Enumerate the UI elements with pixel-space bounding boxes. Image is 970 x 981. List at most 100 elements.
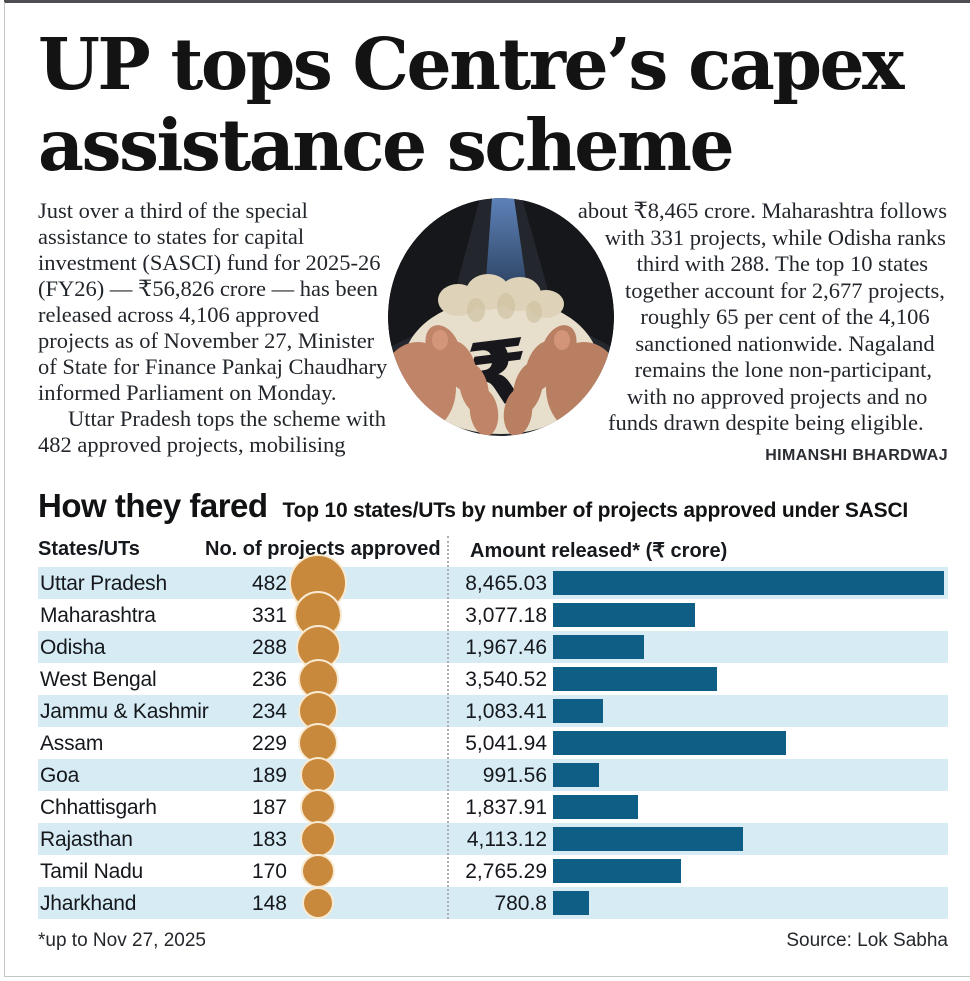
- projects-count: 170: [251, 860, 287, 883]
- table-row: Uttar Pradesh 482 8,465.03: [38, 554, 948, 612]
- amount-bar-track: [553, 667, 944, 691]
- projects-count: 189: [251, 764, 287, 787]
- projects-count: 229: [251, 732, 287, 755]
- chart-subtitle: Top 10 states/UTs by number of projects …: [282, 499, 909, 522]
- footnote: *up to Nov 27, 2025: [38, 930, 206, 951]
- amount-released: 1,837.91: [465, 796, 547, 819]
- state-name: Jammu & Kashmir: [40, 700, 209, 723]
- table-row: West Bengal 236 3,540.52: [38, 658, 948, 700]
- amount-bar-track: [553, 731, 944, 755]
- amount-released: 8,465.03: [465, 572, 547, 595]
- projects-bubble: [300, 757, 336, 793]
- projects-count: 288: [251, 636, 287, 659]
- amount-bar: [553, 731, 786, 755]
- amount-bar: [553, 763, 599, 787]
- amount-bar-track: [553, 795, 944, 819]
- amount-bar-track: [553, 859, 944, 883]
- intro-right-paragraph: about ₹8,465 crore. Maharashtra follows …: [388, 198, 948, 464]
- table-row: Assam 229 5,041.94: [38, 723, 948, 763]
- projects-count: 183: [251, 828, 287, 851]
- state-name: Goa: [40, 764, 80, 787]
- table-body: Uttar Pradesh 482 8,465.03 Maharashtra 3…: [38, 554, 948, 919]
- amount-released: 3,077.18: [465, 604, 547, 627]
- amount-bar: [553, 635, 644, 659]
- state-name: Tamil Nadu: [40, 860, 144, 883]
- table-row: Jharkhand 148 780.8: [38, 887, 948, 919]
- projects-bubble: [302, 887, 334, 919]
- amount-bar-track: [553, 635, 944, 659]
- amount-released: 780.8: [494, 892, 547, 915]
- amount-bar: [553, 859, 681, 883]
- col-header-states: States/UTs: [38, 538, 140, 560]
- amount-released: 3,540.52: [465, 668, 547, 691]
- table-row: Tamil Nadu 170 2,765.29: [38, 854, 948, 888]
- amount-released: 2,765.29: [465, 860, 547, 883]
- projects-count: 331: [251, 604, 287, 627]
- amount-released: 1,083.41: [465, 700, 547, 723]
- amount-bar: [553, 795, 638, 819]
- state-name: Assam: [40, 732, 104, 755]
- intro-right-column: ₹: [388, 198, 948, 469]
- projects-count: 234: [251, 700, 287, 723]
- state-name: Uttar Pradesh: [40, 572, 167, 595]
- amount-released: 1,967.46: [465, 636, 547, 659]
- column-divider: [447, 536, 449, 919]
- projects-count: 482: [251, 572, 287, 595]
- table-row: Chhattisgarh 187 1,837.91: [38, 789, 948, 825]
- table-row: Odisha 288 1,967.46: [38, 624, 948, 670]
- projects-bubble: [297, 658, 339, 700]
- chart-footer: *up to Nov 27, 2025 Source: Lok Sabha: [38, 930, 948, 952]
- intro-paragraph-2: Uttar Pradesh tops the scheme with 482 a…: [38, 406, 387, 457]
- amount-released: 4,113.12: [466, 828, 547, 851]
- intro-left-column: Just over a third of the special assista…: [38, 198, 388, 469]
- intro-right-text: about ₹8,465 crore. Maharashtra follows …: [577, 198, 948, 435]
- state-name: Chhattisgarh: [40, 796, 157, 819]
- source: Source: Lok Sabha: [786, 930, 948, 951]
- left-rule: [4, 2, 5, 977]
- amount-bar: [553, 667, 717, 691]
- amount-bar-track: [553, 571, 944, 595]
- projects-count: 187: [251, 796, 287, 819]
- col-header-projects: No. of projects approved: [205, 538, 441, 560]
- projects-bubble: [301, 854, 335, 888]
- amount-released: 991.56: [482, 764, 547, 787]
- amount-bar-track: [553, 763, 944, 787]
- table-row: Rajasthan 183 4,113.12: [38, 821, 948, 857]
- headline-line1: UP tops Centre’s capex: [38, 22, 904, 106]
- state-name: Odisha: [40, 636, 106, 659]
- column-headers: States/UTs No. of projects approved Amou…: [38, 533, 948, 567]
- page-title: UP tops Centre’s capex assistance scheme: [38, 24, 948, 186]
- amount-bar: [553, 603, 695, 627]
- projects-bubble: [300, 789, 336, 825]
- projects-count: 236: [251, 668, 287, 691]
- state-name: Rajasthan: [40, 828, 133, 851]
- photo-wrap: ₹: [388, 198, 618, 438]
- top-rule: [4, 0, 970, 3]
- amount-released: 5,041.94: [465, 732, 547, 755]
- state-name: Maharashtra: [40, 604, 156, 627]
- intro-paragraph-1: Just over a third of the special assista…: [38, 198, 388, 405]
- amount-bar: [553, 699, 603, 723]
- money-bag-photo: ₹: [388, 198, 614, 436]
- amount-bar: [553, 827, 743, 851]
- bottom-rule: [4, 976, 970, 977]
- col-header-amount: Amount released* (₹ crore): [470, 540, 728, 562]
- byline: HIMANSHI BHARDWAJ: [765, 446, 948, 464]
- chart-table: States/UTs No. of projects approved Amou…: [38, 533, 948, 919]
- amount-bar-track: [553, 891, 944, 915]
- projects-bubble: [300, 821, 336, 857]
- projects-count: 148: [251, 892, 287, 915]
- amount-bar: [553, 891, 589, 915]
- amount-bar-track: [553, 603, 944, 627]
- amount-bar-track: [553, 827, 944, 851]
- state-name: Jharkhand: [40, 892, 137, 915]
- chart-title: How they fared: [38, 487, 268, 524]
- table-row: Jammu & Kashmir 234 1,083.41: [38, 691, 948, 731]
- article-body: Just over a third of the special assista…: [38, 198, 948, 469]
- amount-bar: [553, 571, 944, 595]
- headline-line2: assistance scheme: [38, 103, 735, 187]
- table-row: Goa 189 991.56: [38, 757, 948, 793]
- table-row: Maharashtra 331 3,077.18: [38, 591, 948, 639]
- chart-header: How they fared Top 10 states/UTs by numb…: [38, 487, 948, 525]
